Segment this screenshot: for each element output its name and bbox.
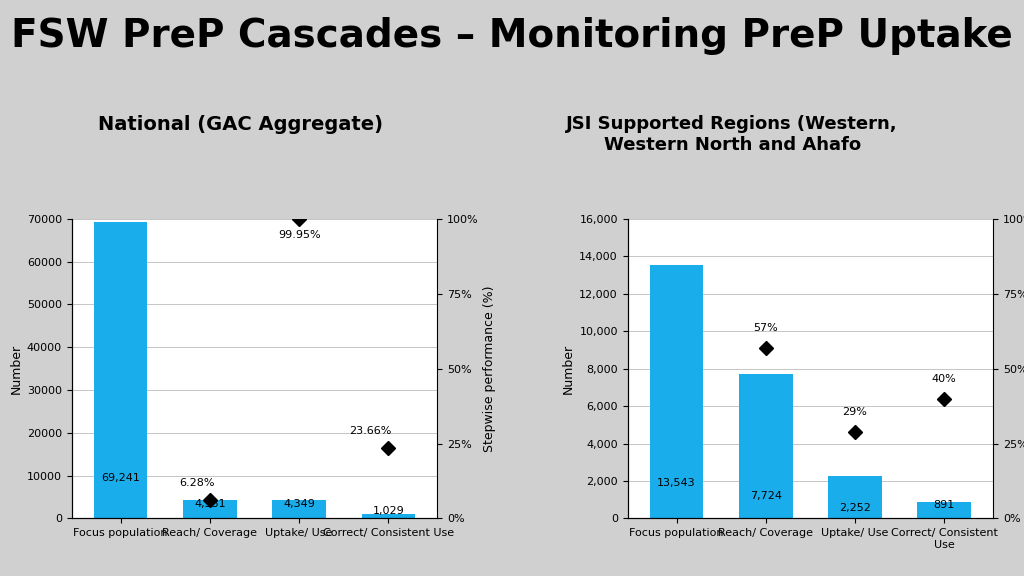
Bar [272, 500, 326, 518]
Y-axis label: Stepwise performance (%): Stepwise performance (%) [483, 285, 496, 452]
Text: 40%: 40% [932, 374, 956, 384]
Bar [739, 374, 793, 518]
Text: FSW PreP Cascades – Monitoring PreP Uptake: FSW PreP Cascades – Monitoring PreP Upta… [11, 17, 1013, 55]
Y-axis label: Number: Number [562, 343, 575, 394]
Text: 29%: 29% [843, 407, 867, 416]
Text: JSI Supported Regions (Western,
Western North and Ahafo: JSI Supported Regions (Western, Western … [566, 115, 898, 154]
Text: 2,252: 2,252 [839, 503, 871, 513]
Text: 13,543: 13,543 [657, 478, 696, 488]
Text: 1,029: 1,029 [373, 506, 404, 516]
Text: 23.66%: 23.66% [349, 426, 392, 435]
Text: 4,331: 4,331 [195, 499, 225, 509]
Bar [361, 514, 415, 518]
Text: 4,349: 4,349 [284, 499, 315, 509]
Bar [828, 476, 882, 518]
Text: 99.95%: 99.95% [278, 230, 321, 240]
Text: National (GAC Aggregate): National (GAC Aggregate) [98, 115, 383, 134]
Bar [918, 502, 971, 518]
Y-axis label: Number: Number [9, 343, 23, 394]
Text: 7,724: 7,724 [750, 491, 781, 501]
Bar [650, 265, 703, 518]
Text: 891: 891 [934, 500, 954, 510]
Text: 69,241: 69,241 [101, 473, 140, 483]
Bar [94, 222, 147, 518]
Text: 57%: 57% [754, 323, 778, 333]
Bar [183, 500, 237, 518]
Text: 6.28%: 6.28% [179, 478, 214, 488]
